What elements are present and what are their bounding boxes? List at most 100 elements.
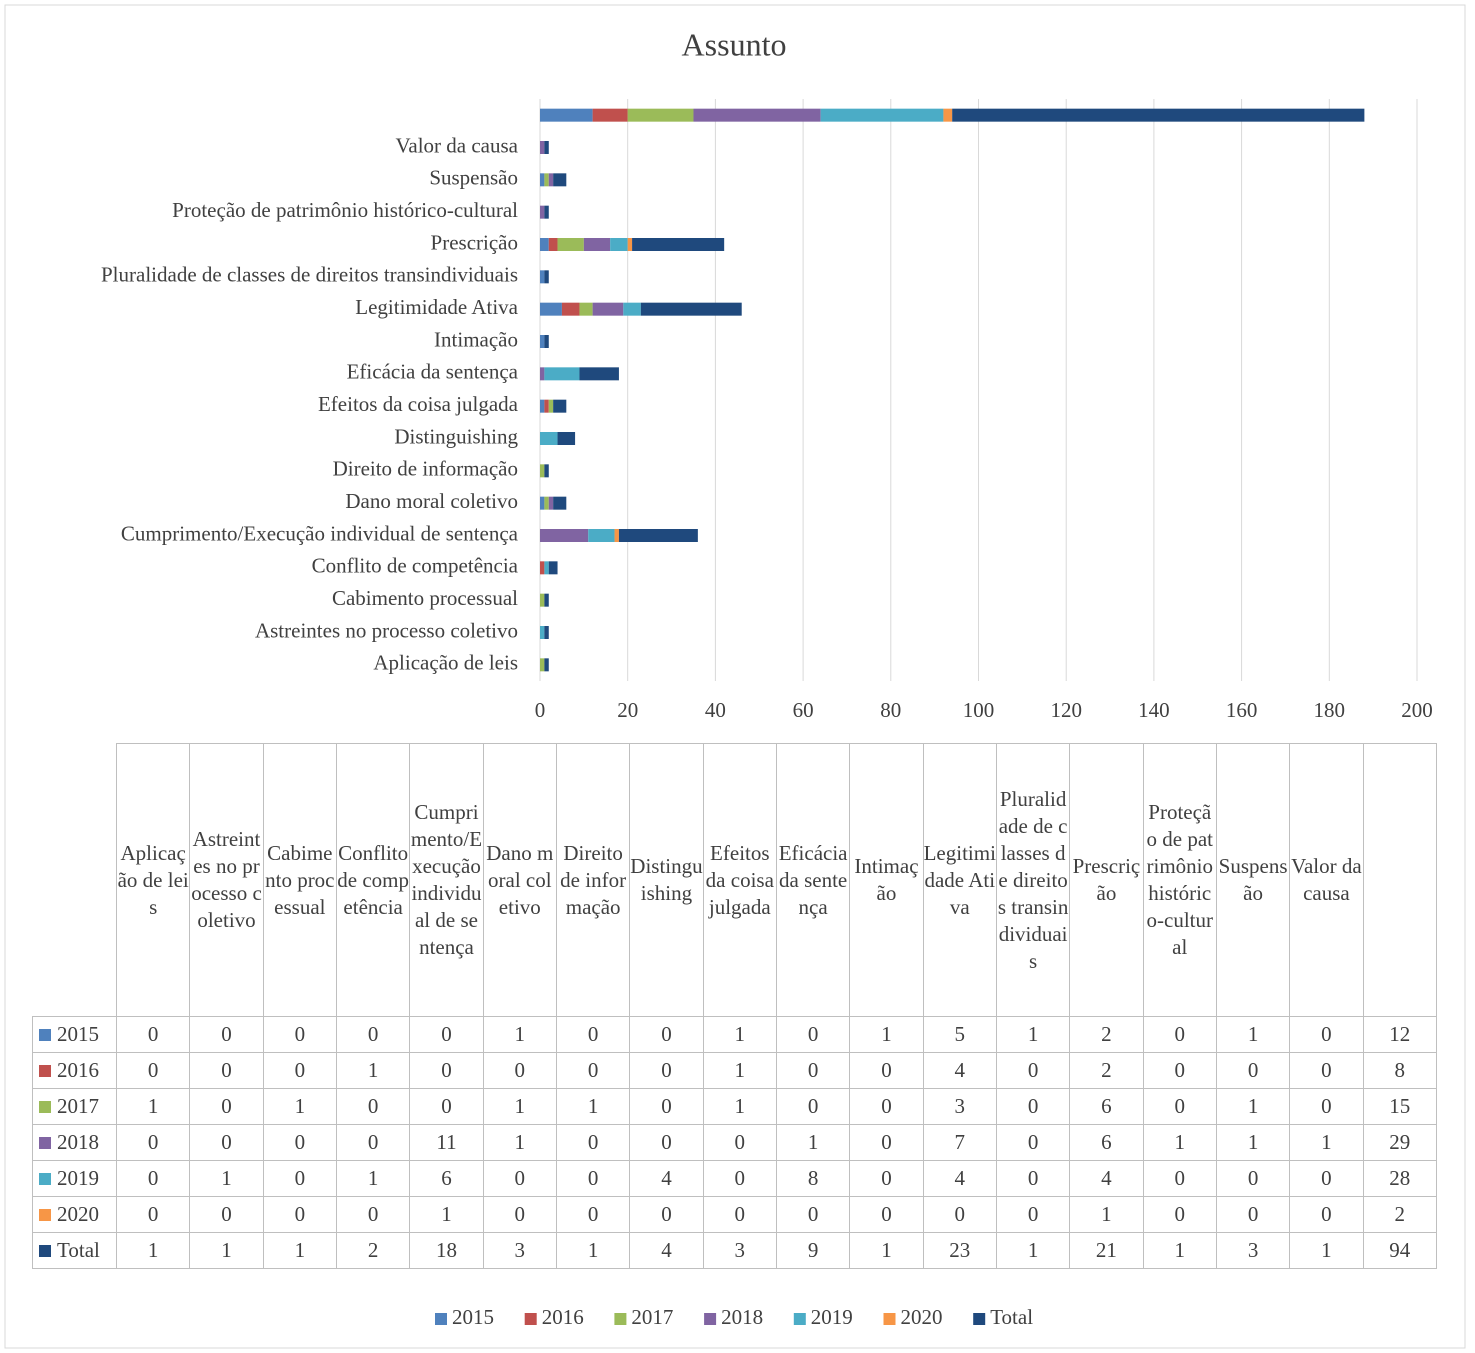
cell: 0	[1142, 1052, 1217, 1089]
cell: 8	[1362, 1052, 1438, 1089]
cell: 0	[262, 1160, 337, 1197]
y-tick-label: Direito de informação	[333, 457, 518, 481]
y-tick-label: Legitimidade Ativa	[355, 295, 518, 319]
cell: 5	[922, 1016, 997, 1053]
bar-segment	[540, 367, 545, 381]
cell: 1	[775, 1124, 851, 1161]
data-row: 2017 1 0 1 0 0 1 1 0 1 0 0 3 0 6 0 1 0 15	[32, 1088, 1438, 1125]
x-tick-label: 40	[705, 698, 726, 722]
bar-segment	[544, 496, 549, 510]
cell: 0	[262, 1124, 337, 1161]
header-cell: Conflito de competência	[335, 743, 411, 1017]
cell: 0	[482, 1160, 557, 1197]
cell: 1	[1289, 1232, 1364, 1269]
cell: 0	[629, 1124, 704, 1161]
cell: 0	[702, 1196, 777, 1233]
bar-segment	[592, 108, 628, 122]
row-header: 2018	[32, 1124, 117, 1161]
legend-label: 2019	[811, 1305, 853, 1329]
cell: 3	[702, 1232, 777, 1269]
cell: 0	[849, 1160, 924, 1197]
bar-segment	[544, 335, 549, 348]
cell: 1	[1215, 1124, 1291, 1161]
data-row: 2018 0 0 0 0 11 1 0 0 0 1 0 7 0 6 1 1 1 29	[32, 1124, 1438, 1161]
cell: 2	[1069, 1052, 1144, 1089]
cell: 1	[702, 1088, 777, 1125]
legend-swatch	[39, 1209, 51, 1221]
bar-segment	[540, 270, 545, 284]
cell: 0	[555, 1124, 631, 1161]
header-cell: Cumprimento/Execução individual de sente…	[409, 743, 484, 1017]
bar-segment	[952, 108, 1365, 122]
legend-swatch	[39, 1029, 51, 1041]
bar-segment	[544, 141, 549, 154]
cell: 1	[189, 1160, 264, 1197]
bar-segment	[610, 238, 628, 251]
header-cell: Prescrição	[1069, 743, 1144, 1017]
cell: 0	[115, 1052, 191, 1089]
cell: 1	[702, 1052, 777, 1089]
row-header: 2017	[32, 1088, 117, 1125]
cell: 0	[1289, 1088, 1364, 1125]
x-tick-label: 160	[1226, 698, 1258, 722]
cell: 0	[262, 1196, 337, 1233]
cell: 1	[482, 1016, 557, 1053]
row-label: 2016	[57, 1058, 99, 1082]
bar-segment	[544, 399, 549, 413]
x-tick-label: 80	[880, 698, 901, 722]
cell: 0	[849, 1088, 924, 1125]
cell: 0	[262, 1052, 337, 1089]
cell: 28	[1362, 1160, 1438, 1197]
cell: 0	[555, 1052, 631, 1089]
cell: 0	[115, 1196, 191, 1233]
bar-segment	[548, 496, 554, 510]
cell: 0	[189, 1016, 264, 1053]
cell: 2	[335, 1232, 411, 1269]
row-label: 2018	[57, 1130, 99, 1154]
row-header: Total	[32, 1232, 117, 1269]
y-tick-label: Conflito de competência	[312, 554, 519, 578]
cell: 1	[1215, 1016, 1291, 1053]
cell: 1	[482, 1124, 557, 1161]
row-label: 2017	[57, 1094, 99, 1118]
legend-label: 2015	[452, 1305, 494, 1329]
cell: 23	[922, 1232, 997, 1269]
y-tick-label: Cumprimento/Execução individual de sente…	[121, 521, 519, 545]
row-header: 2015	[32, 1016, 117, 1053]
legend-swatch	[973, 1313, 986, 1325]
chart-border	[4, 4, 1466, 1349]
corner-cell	[32, 743, 117, 1017]
cell: 0	[555, 1016, 631, 1053]
y-tick-label: Intimação	[434, 327, 518, 351]
y-tick-label: Aplicação de leis	[373, 651, 518, 675]
cell: 1	[262, 1088, 337, 1125]
cell: 1	[555, 1232, 631, 1269]
header-cell: Distinguishing	[629, 743, 704, 1017]
bar-segment	[544, 270, 549, 284]
row-header: 2020	[32, 1196, 117, 1233]
cell: 6	[409, 1160, 484, 1197]
header-cell: Dano moral coletivo	[482, 743, 557, 1017]
bar-segment	[640, 302, 742, 316]
cell: 0	[702, 1124, 777, 1161]
bar-segment	[614, 529, 619, 542]
header-row: Aplicação de leis Astreintes no processo …	[32, 743, 1438, 1017]
cell: 0	[1289, 1160, 1364, 1197]
bar-segment	[561, 302, 580, 316]
data-table: Aplicação de leis Astreintes no processo …	[32, 743, 1438, 1269]
y-tick-label: Cabimento processual	[332, 586, 518, 610]
bar-segment	[632, 238, 725, 251]
y-tick-label: Efeitos da coisa julgada	[318, 392, 519, 416]
header-cell	[1362, 743, 1438, 1017]
cell: 9	[775, 1232, 851, 1269]
cell: 0	[1142, 1088, 1217, 1125]
header-cell: Eficácia da sentença	[775, 743, 851, 1017]
cell: 2	[1362, 1196, 1438, 1233]
cell: 0	[115, 1160, 191, 1197]
row-label: 2019	[57, 1166, 99, 1190]
cell: 0	[555, 1196, 631, 1233]
cell: 0	[1142, 1016, 1217, 1053]
legend-swatch	[524, 1313, 537, 1325]
cell: 1	[482, 1088, 557, 1125]
